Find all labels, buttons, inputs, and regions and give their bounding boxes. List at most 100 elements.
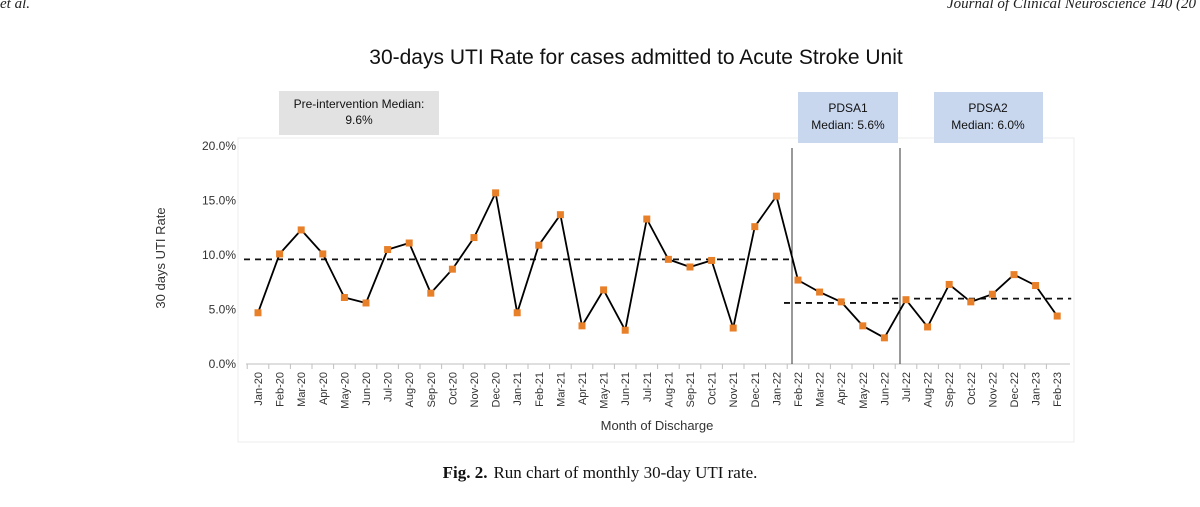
x-tick-label: Dec-21 bbox=[750, 372, 762, 407]
x-tick-label: Oct-22 bbox=[966, 372, 978, 405]
annotation-box bbox=[279, 91, 439, 135]
series-line bbox=[257, 191, 1058, 339]
data-point-marker bbox=[967, 298, 975, 306]
caption-label: Fig. 2. bbox=[442, 463, 488, 482]
data-point-marker bbox=[837, 298, 845, 306]
x-tick-label: Jul-20 bbox=[383, 372, 395, 402]
annotation-title: PDSA2 bbox=[968, 101, 1008, 115]
data-point-marker bbox=[513, 309, 521, 317]
data-point-marker bbox=[880, 334, 888, 342]
annotation-title: Pre-intervention Median: bbox=[294, 97, 425, 111]
data-point-marker bbox=[319, 250, 327, 258]
data-point-marker bbox=[664, 255, 672, 263]
data-point-marker bbox=[297, 226, 305, 234]
data-point-marker bbox=[729, 324, 737, 332]
phase-lines bbox=[791, 148, 901, 364]
x-tick-label: Aug-22 bbox=[923, 372, 935, 407]
data-point-marker bbox=[794, 276, 802, 284]
x-tick-label: Jan-22 bbox=[771, 372, 783, 406]
x-tick-label: Jan-20 bbox=[253, 372, 265, 406]
x-tick-label: Oct-20 bbox=[447, 372, 459, 405]
data-point-marker bbox=[751, 223, 759, 231]
x-tick-label: Jun-22 bbox=[879, 372, 891, 406]
x-tick-label: May-22 bbox=[858, 372, 870, 409]
data-point-marker bbox=[362, 299, 370, 307]
annotation-value: Median: 5.6% bbox=[811, 118, 885, 132]
x-tick-label: May-21 bbox=[599, 372, 611, 409]
annotation-value: 9.6% bbox=[345, 113, 373, 127]
data-point-marker bbox=[686, 263, 694, 271]
x-tick-label: Oct-21 bbox=[707, 372, 719, 405]
annotation-value: Median: 6.0% bbox=[951, 118, 1025, 132]
data-point-marker bbox=[988, 290, 996, 298]
x-tick-label: Apr-22 bbox=[836, 372, 848, 405]
data-point-marker bbox=[427, 289, 435, 297]
annotation-pdsa1: PDSA1 Median: 5.6% bbox=[798, 92, 898, 143]
x-tick-label: Dec-22 bbox=[1009, 372, 1021, 407]
series-polyline bbox=[257, 191, 1058, 339]
x-tick-label: Aug-20 bbox=[404, 372, 416, 407]
data-point-marker bbox=[384, 246, 392, 254]
x-tick-label: Jan-21 bbox=[512, 372, 524, 406]
data-point-marker bbox=[708, 256, 716, 264]
caption-text: Run chart of monthly 30-day UTI rate. bbox=[493, 463, 758, 482]
data-point-marker bbox=[340, 294, 348, 302]
data-point-marker bbox=[1010, 271, 1018, 279]
annotation-box bbox=[934, 92, 1043, 143]
x-tick-label: Sep-20 bbox=[426, 372, 438, 407]
page-header-authors: et al. bbox=[0, 0, 30, 12]
x-tick-label: Nov-22 bbox=[987, 372, 999, 407]
x-tick-label: Apr-20 bbox=[318, 372, 330, 405]
y-tick-label: 20.0% bbox=[202, 139, 236, 153]
data-point-marker bbox=[1032, 282, 1040, 290]
data-point-marker bbox=[254, 309, 262, 317]
data-point-marker bbox=[535, 241, 543, 249]
chart-title: 30-days UTI Rate for cases admitted to A… bbox=[369, 46, 903, 69]
x-tick-label: Sep-21 bbox=[685, 372, 697, 407]
annotation-title: PDSA1 bbox=[828, 101, 868, 115]
data-point-marker bbox=[643, 215, 651, 223]
y-tick-label: 10.0% bbox=[202, 248, 236, 262]
data-point-marker bbox=[816, 288, 824, 296]
x-tick-label: Jul-21 bbox=[642, 372, 654, 402]
x-tick-label: Nov-21 bbox=[728, 372, 740, 407]
data-point-marker bbox=[902, 296, 910, 304]
y-axis-ticks: 0.0% 5.0% 10.0% 15.0% 20.0% bbox=[202, 139, 236, 371]
x-tick-label: Jan-23 bbox=[1031, 372, 1043, 406]
annotation-box bbox=[798, 92, 898, 143]
x-axis-label: Month of Discharge bbox=[601, 418, 714, 433]
data-point-marker bbox=[600, 286, 608, 294]
x-tick-label: Feb-21 bbox=[534, 372, 546, 407]
annotation-pdsa2: PDSA2 Median: 6.0% bbox=[934, 92, 1043, 143]
x-tick-label: Mar-22 bbox=[815, 372, 827, 407]
x-tick-label: Jun-20 bbox=[361, 372, 373, 406]
x-tick-label: Jul-22 bbox=[901, 372, 913, 402]
y-tick-label: 0.0% bbox=[209, 357, 237, 371]
x-tick-label: Jun-21 bbox=[620, 372, 632, 406]
data-point-marker bbox=[556, 211, 564, 219]
data-point-marker bbox=[621, 326, 629, 334]
data-point-marker bbox=[578, 322, 586, 330]
plot-frame bbox=[237, 137, 1075, 443]
figure-caption: Fig. 2. Run chart of monthly 30-day UTI r… bbox=[0, 463, 1200, 483]
data-point-marker bbox=[405, 239, 413, 247]
data-point-marker bbox=[492, 189, 500, 197]
data-point-marker bbox=[772, 192, 780, 200]
x-tick-label: Sep-22 bbox=[944, 372, 956, 407]
data-point-marker bbox=[859, 322, 867, 330]
page-header-journal: Journal of Clinical Neuroscience 140 (20 bbox=[947, 0, 1196, 12]
x-tick-label: May-20 bbox=[339, 372, 351, 409]
x-tick-label: Aug-21 bbox=[663, 372, 675, 407]
x-tick-label: Dec-20 bbox=[491, 372, 503, 407]
page-header: et al. Journal of Clinical Neuroscience … bbox=[0, 0, 1200, 16]
x-tick-label: Feb-22 bbox=[793, 372, 805, 407]
annotation-pre-intervention: Pre-intervention Median: 9.6% bbox=[279, 91, 439, 135]
x-tick-label: Apr-21 bbox=[577, 372, 589, 405]
x-tick-label: Mar-21 bbox=[555, 372, 567, 407]
data-point-marker bbox=[276, 250, 284, 258]
x-tick-label: Mar-20 bbox=[296, 372, 308, 407]
x-tick-label: Nov-20 bbox=[469, 372, 481, 407]
data-markers bbox=[254, 189, 1061, 342]
uti-run-chart: 30-days UTI Rate for cases admitted to A… bbox=[153, 46, 1075, 443]
data-point-marker bbox=[1053, 312, 1061, 320]
